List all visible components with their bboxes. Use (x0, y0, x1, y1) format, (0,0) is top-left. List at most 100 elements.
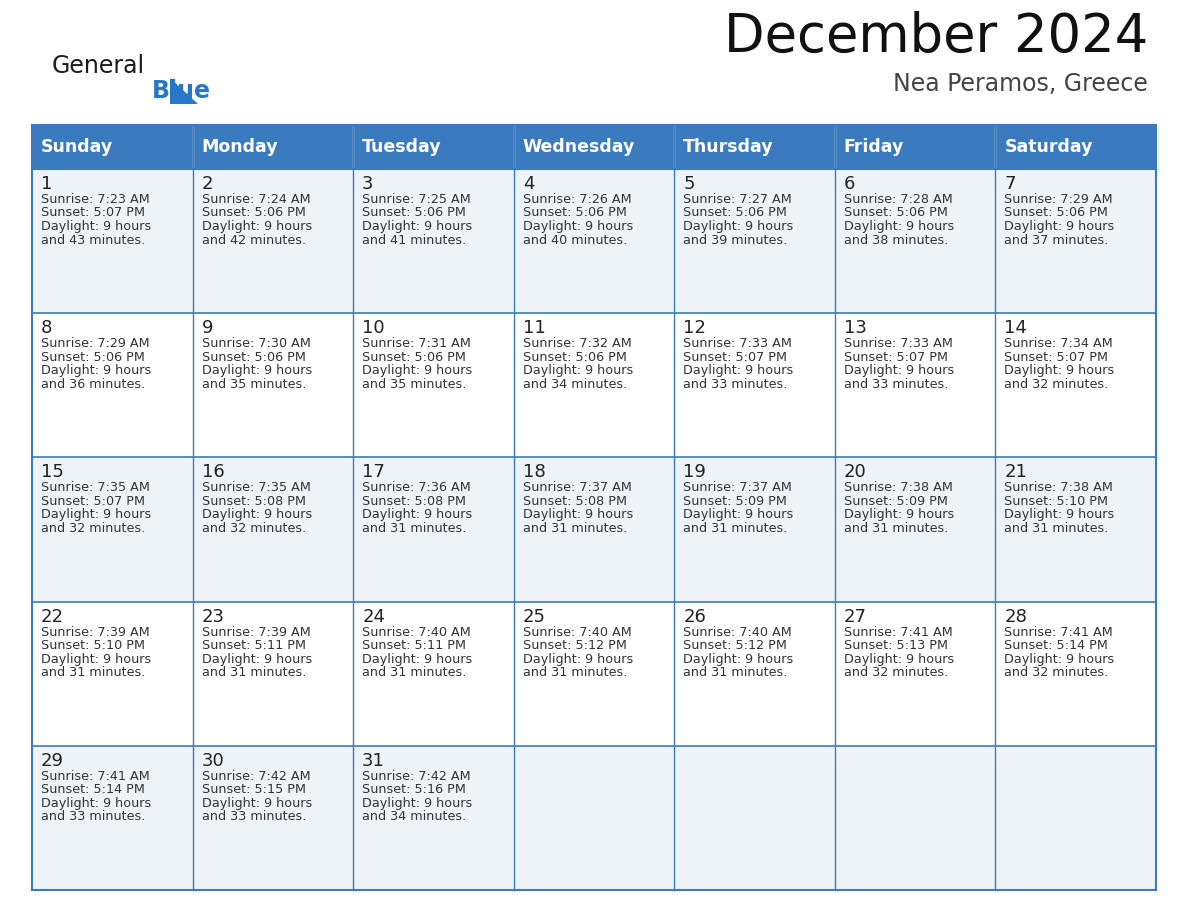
Text: 22: 22 (42, 608, 64, 625)
Text: Daylight: 9 hours: Daylight: 9 hours (843, 364, 954, 377)
Bar (513, 457, 675, 601)
Bar (192, 125, 353, 169)
Text: 6: 6 (843, 175, 855, 193)
Text: and 31 minutes.: and 31 minutes. (362, 522, 467, 535)
Text: Daylight: 9 hours: Daylight: 9 hours (362, 220, 473, 233)
Text: Sunset: 5:07 PM: Sunset: 5:07 PM (42, 495, 145, 508)
Text: Sunset: 5:06 PM: Sunset: 5:06 PM (523, 351, 626, 364)
Text: Daylight: 9 hours: Daylight: 9 hours (1004, 220, 1114, 233)
Text: Sunrise: 7:26 AM: Sunrise: 7:26 AM (523, 193, 631, 206)
Text: 12: 12 (683, 319, 706, 337)
Bar (675, 745, 835, 890)
Text: 28: 28 (1004, 608, 1028, 625)
Text: Wednesday: Wednesday (523, 138, 636, 156)
Bar (192, 169, 353, 313)
Bar (835, 745, 996, 890)
Text: Sunset: 5:06 PM: Sunset: 5:06 PM (362, 351, 466, 364)
Text: Sunrise: 7:40 AM: Sunrise: 7:40 AM (523, 625, 632, 639)
Bar (835, 313, 996, 457)
Text: and 32 minutes.: and 32 minutes. (1004, 377, 1108, 391)
Bar (32, 169, 192, 313)
Text: December 2024: December 2024 (723, 11, 1148, 63)
Text: Sunrise: 7:24 AM: Sunrise: 7:24 AM (202, 193, 310, 206)
Text: Daylight: 9 hours: Daylight: 9 hours (42, 509, 151, 521)
Text: 23: 23 (202, 608, 225, 625)
Text: 26: 26 (683, 608, 706, 625)
Text: Sunset: 5:06 PM: Sunset: 5:06 PM (362, 207, 466, 219)
Text: Sunset: 5:08 PM: Sunset: 5:08 PM (362, 495, 466, 508)
Text: Sunrise: 7:42 AM: Sunrise: 7:42 AM (362, 770, 470, 783)
Bar (353, 601, 513, 745)
Text: 7: 7 (1004, 175, 1016, 193)
Text: 25: 25 (523, 608, 545, 625)
Text: Sunset: 5:07 PM: Sunset: 5:07 PM (1004, 351, 1108, 364)
Text: Daylight: 9 hours: Daylight: 9 hours (202, 220, 311, 233)
Text: Daylight: 9 hours: Daylight: 9 hours (202, 364, 311, 377)
Text: and 33 minutes.: and 33 minutes. (843, 377, 948, 391)
Text: and 40 minutes.: and 40 minutes. (523, 233, 627, 247)
Bar (353, 313, 513, 457)
Text: 21: 21 (1004, 464, 1028, 481)
Bar (192, 313, 353, 457)
Text: Daylight: 9 hours: Daylight: 9 hours (683, 220, 794, 233)
Text: Daylight: 9 hours: Daylight: 9 hours (523, 653, 633, 666)
Bar (675, 169, 835, 313)
Text: and 31 minutes.: and 31 minutes. (523, 666, 627, 679)
Bar (996, 745, 1156, 890)
Text: 1: 1 (42, 175, 52, 193)
Bar (513, 125, 675, 169)
Bar (835, 125, 996, 169)
Text: and 36 minutes.: and 36 minutes. (42, 377, 145, 391)
Text: 5: 5 (683, 175, 695, 193)
Text: Daylight: 9 hours: Daylight: 9 hours (683, 653, 794, 666)
Text: Sunset: 5:07 PM: Sunset: 5:07 PM (683, 351, 788, 364)
Text: and 32 minutes.: and 32 minutes. (42, 522, 145, 535)
Text: Sunrise: 7:39 AM: Sunrise: 7:39 AM (202, 625, 310, 639)
Text: Sunrise: 7:30 AM: Sunrise: 7:30 AM (202, 337, 310, 350)
Text: Sunset: 5:10 PM: Sunset: 5:10 PM (42, 639, 145, 652)
Bar (675, 601, 835, 745)
Text: and 32 minutes.: and 32 minutes. (202, 522, 305, 535)
Text: Thursday: Thursday (683, 138, 773, 156)
Text: Sunset: 5:07 PM: Sunset: 5:07 PM (843, 351, 948, 364)
Text: Daylight: 9 hours: Daylight: 9 hours (362, 653, 473, 666)
Text: and 31 minutes.: and 31 minutes. (362, 666, 467, 679)
Text: and 42 minutes.: and 42 minutes. (202, 233, 305, 247)
Text: 16: 16 (202, 464, 225, 481)
Text: Daylight: 9 hours: Daylight: 9 hours (202, 653, 311, 666)
Text: and 39 minutes.: and 39 minutes. (683, 233, 788, 247)
Text: Daylight: 9 hours: Daylight: 9 hours (42, 797, 151, 810)
Text: and 37 minutes.: and 37 minutes. (1004, 233, 1108, 247)
Text: Daylight: 9 hours: Daylight: 9 hours (523, 220, 633, 233)
Text: Sunset: 5:09 PM: Sunset: 5:09 PM (683, 495, 788, 508)
Text: Sunset: 5:06 PM: Sunset: 5:06 PM (523, 207, 626, 219)
Text: Sunrise: 7:35 AM: Sunrise: 7:35 AM (202, 481, 310, 495)
Text: and 38 minutes.: and 38 minutes. (843, 233, 948, 247)
Text: 11: 11 (523, 319, 545, 337)
Text: 9: 9 (202, 319, 213, 337)
Text: Sunrise: 7:28 AM: Sunrise: 7:28 AM (843, 193, 953, 206)
Text: and 31 minutes.: and 31 minutes. (683, 666, 788, 679)
Text: Sunset: 5:08 PM: Sunset: 5:08 PM (523, 495, 627, 508)
Bar (996, 601, 1156, 745)
Bar (996, 313, 1156, 457)
Text: 10: 10 (362, 319, 385, 337)
Text: Sunset: 5:06 PM: Sunset: 5:06 PM (202, 207, 305, 219)
Text: 18: 18 (523, 464, 545, 481)
Bar (353, 125, 513, 169)
Text: Daylight: 9 hours: Daylight: 9 hours (843, 509, 954, 521)
Text: Sunset: 5:10 PM: Sunset: 5:10 PM (1004, 495, 1108, 508)
Text: and 34 minutes.: and 34 minutes. (523, 377, 627, 391)
Text: Daylight: 9 hours: Daylight: 9 hours (42, 220, 151, 233)
Bar (192, 601, 353, 745)
Text: Sunrise: 7:23 AM: Sunrise: 7:23 AM (42, 193, 150, 206)
Text: Sunset: 5:12 PM: Sunset: 5:12 PM (523, 639, 626, 652)
Text: 13: 13 (843, 319, 867, 337)
Text: Daylight: 9 hours: Daylight: 9 hours (42, 364, 151, 377)
Text: Sunset: 5:15 PM: Sunset: 5:15 PM (202, 783, 305, 796)
Text: Sunset: 5:09 PM: Sunset: 5:09 PM (843, 495, 948, 508)
Text: 20: 20 (843, 464, 866, 481)
Bar (353, 745, 513, 890)
Text: Daylight: 9 hours: Daylight: 9 hours (523, 509, 633, 521)
Bar (996, 457, 1156, 601)
